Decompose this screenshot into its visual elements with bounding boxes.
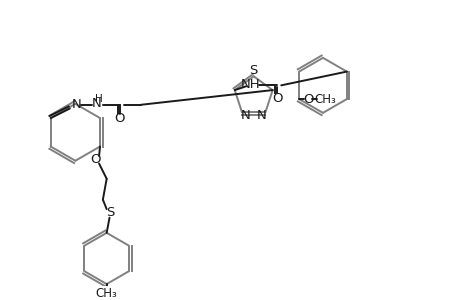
Text: CH₃: CH₃ [95, 287, 118, 300]
Text: H: H [95, 94, 103, 104]
Text: N: N [71, 98, 81, 111]
Text: S: S [249, 64, 257, 77]
Text: O: O [272, 92, 282, 105]
Text: O: O [303, 93, 313, 106]
Text: O: O [90, 153, 101, 166]
Text: S: S [106, 206, 114, 219]
Text: N: N [241, 109, 250, 122]
Text: N: N [256, 109, 266, 122]
Text: N: N [91, 97, 101, 110]
Text: NH: NH [241, 78, 260, 91]
Text: O: O [114, 112, 125, 124]
Text: CH₃: CH₃ [313, 93, 335, 106]
